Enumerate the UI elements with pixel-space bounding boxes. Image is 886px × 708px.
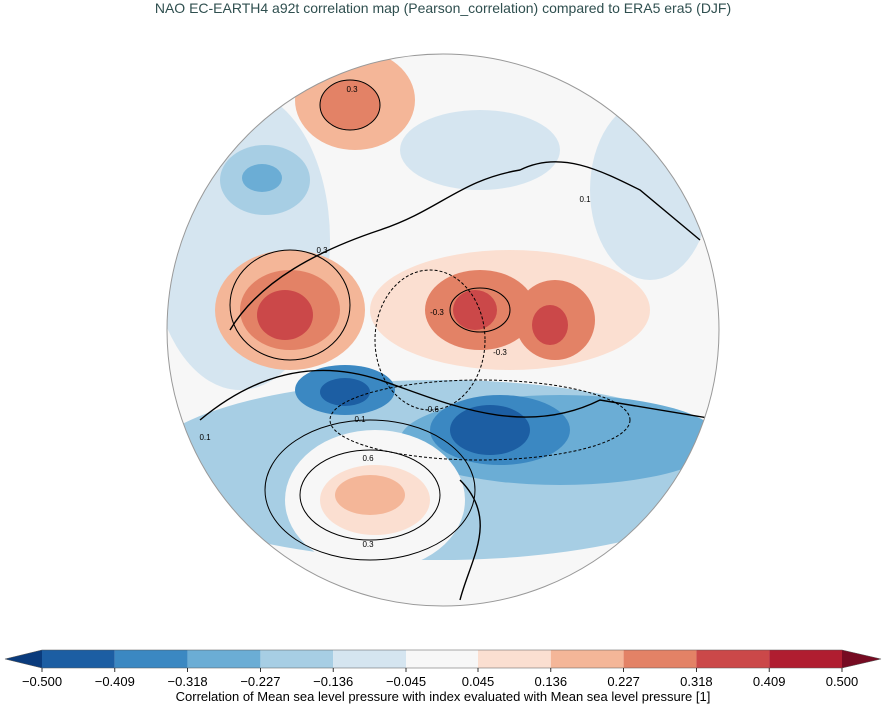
contour-label: 0.3	[316, 246, 328, 255]
colorbar-tick-label: −0.500	[22, 674, 62, 689]
contour-label: -0.6	[425, 405, 439, 414]
contour-label: 0.3	[362, 540, 374, 549]
colorbar-bin	[42, 650, 115, 668]
colorbar-bin	[696, 650, 770, 668]
title: NAO EC-EARTH4 a92t correlation map (Pear…	[155, 0, 731, 16]
colorbar-bin	[623, 650, 697, 668]
contour-label: 0.3	[346, 85, 358, 94]
colorbar-label: Correlation of Mean sea level pressure w…	[176, 689, 711, 704]
colorbar-bin	[478, 650, 551, 668]
colorbar-tick-label: 0.409	[753, 674, 786, 689]
contour-label: -0.3	[493, 348, 507, 357]
colorbar-bin	[333, 650, 406, 668]
contour-label: 0.1	[354, 415, 366, 424]
colorbar-bin	[769, 650, 842, 668]
colorbar-bin	[550, 650, 624, 668]
map-field	[167, 54, 719, 606]
colorbar-bin	[114, 650, 188, 668]
colorbar-tick-label: 0.500	[826, 674, 859, 689]
contour-label: 0.1	[199, 433, 211, 442]
colorbar-extend-over	[842, 650, 881, 668]
colorbar-tick-label: −0.318	[168, 674, 208, 689]
colorbar-bin	[406, 650, 478, 668]
colorbar-tick-label: 0.136	[535, 674, 568, 689]
contour-label: 0.1	[579, 195, 591, 204]
colorbar-tick-label: 0.318	[680, 674, 713, 689]
map-border	[166, 53, 720, 607]
colorbar-tick-label: −0.409	[95, 674, 135, 689]
colorbar: −0.500 −0.409 −0.318 −0.227 −0.136 −0.045 0.04…	[4, 649, 882, 689]
colorbar-extend-under	[5, 650, 42, 668]
contour-label: 0.6	[362, 454, 374, 463]
colorbar-tick-label: −0.136	[313, 674, 353, 689]
contour-label: -0.3	[430, 308, 444, 317]
colorbar-bin	[260, 650, 334, 668]
colorbar-bin	[187, 650, 261, 668]
colorbar-tick-label: −0.045	[386, 674, 426, 689]
colorbar-tick-label: −0.227	[240, 674, 280, 689]
colorbar-tick-label: 0.045	[462, 674, 495, 689]
colorbar-tick-label: 0.227	[607, 674, 640, 689]
